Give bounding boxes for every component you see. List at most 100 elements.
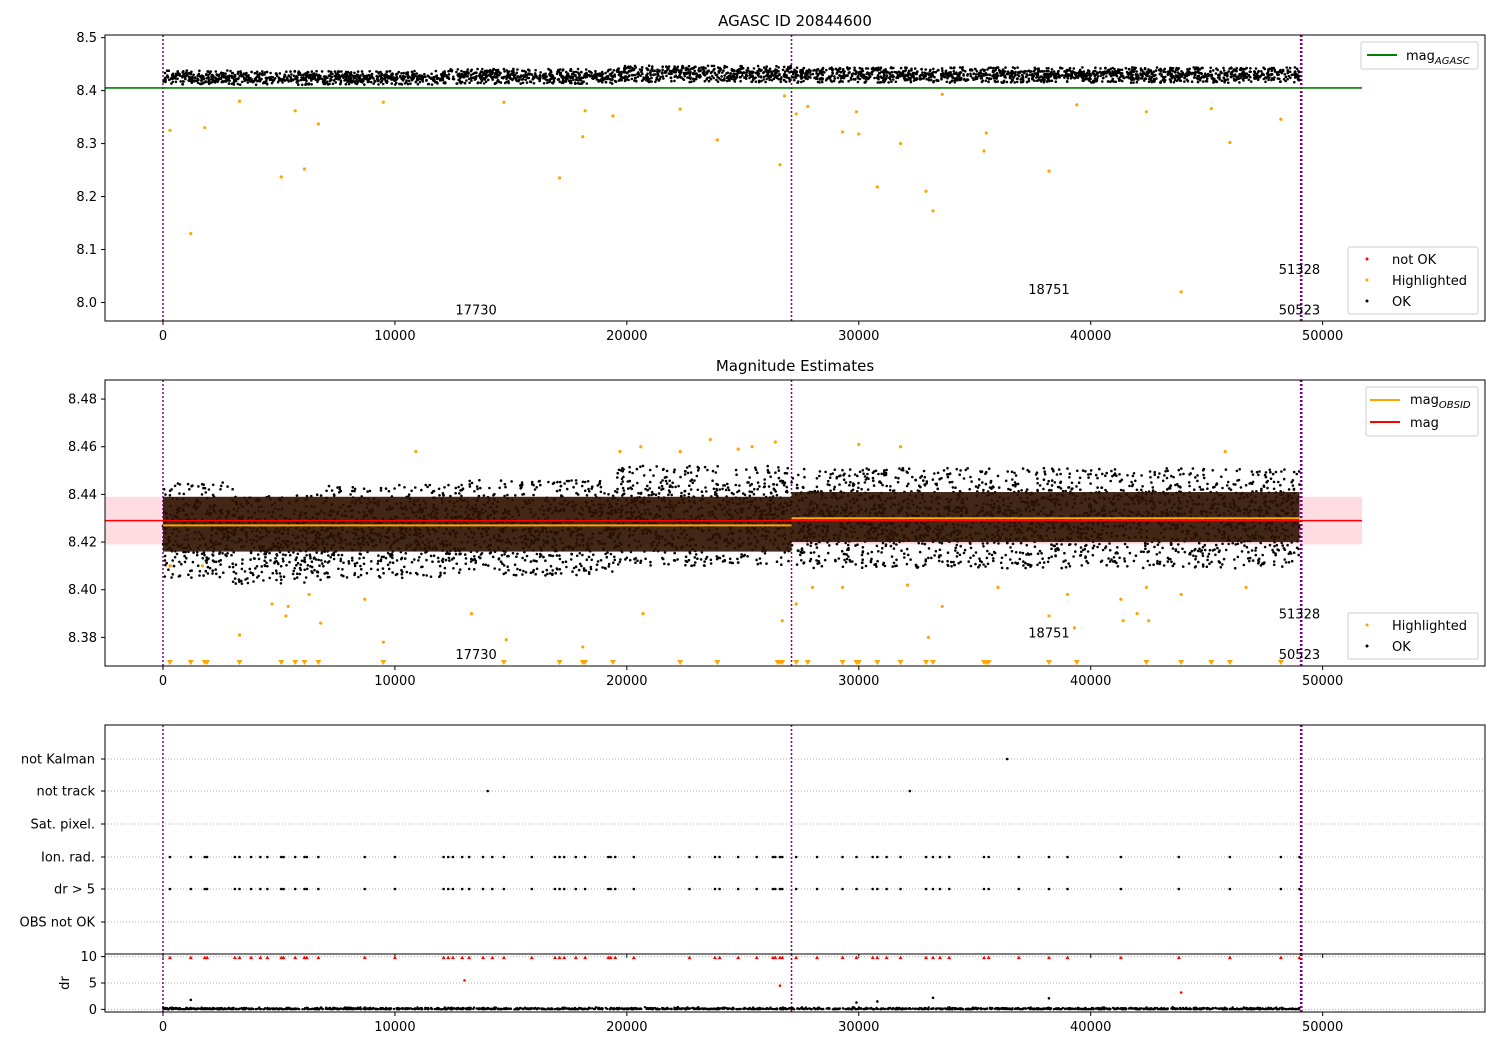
ok-point [211, 572, 214, 575]
ok-point [1297, 74, 1301, 78]
legend-not-ok-marker [1365, 257, 1369, 261]
ok-point [739, 79, 742, 83]
ok-point [859, 71, 863, 74]
ok-point [611, 75, 614, 79]
ok-point [1141, 75, 1144, 78]
ok-point [334, 77, 338, 80]
ok-point [463, 81, 467, 85]
ok-point [391, 571, 394, 574]
ok-point [279, 564, 283, 568]
ok-point [1124, 66, 1128, 70]
ok-point [524, 70, 528, 74]
ok-point [590, 558, 593, 562]
panel1-legend-points: not OK Highlighted OK [1347, 246, 1479, 315]
ok-point [1099, 67, 1102, 70]
ok-point [1194, 70, 1198, 74]
ok-point [1154, 69, 1158, 72]
ok-point [336, 71, 340, 74]
ok-point [317, 78, 320, 81]
ok-point [367, 77, 370, 81]
ok-point [355, 78, 359, 81]
ok-point [1260, 70, 1263, 73]
ok-point [434, 69, 438, 73]
ok-point [925, 77, 928, 81]
ok-point [929, 72, 932, 76]
ok-point [230, 82, 234, 86]
ok-point [288, 560, 291, 564]
ok-point [372, 77, 375, 80]
ok-point [1045, 80, 1049, 83]
ok-point [274, 72, 278, 76]
ok-point [923, 71, 927, 75]
ok-point [319, 578, 322, 582]
ok-point [505, 75, 508, 78]
ok-point [733, 80, 737, 83]
ok-point [729, 72, 733, 75]
ok-point [969, 72, 972, 76]
ok-point [439, 571, 442, 575]
ok-point [202, 483, 205, 487]
ok-point [688, 76, 691, 79]
ok-point [385, 73, 389, 77]
ok-point [470, 557, 473, 561]
ok-point [1064, 72, 1068, 75]
ok-point [197, 485, 200, 488]
ok-point [201, 82, 205, 85]
ok-point [460, 72, 464, 76]
ok-point [642, 76, 645, 79]
ok-point [400, 568, 403, 572]
ok-point [825, 77, 829, 80]
ok-point [555, 489, 559, 493]
ok-point [286, 78, 289, 81]
ok-point [1256, 71, 1260, 74]
ok-point [1159, 70, 1163, 73]
ok-point [1190, 72, 1193, 76]
ok-point [831, 68, 835, 71]
highlighted-point [1144, 110, 1148, 114]
ok-point [295, 75, 299, 79]
ok-point [1001, 68, 1005, 71]
ok-point [815, 76, 819, 79]
ok-point [703, 79, 707, 83]
ok-point [400, 572, 404, 576]
ok-point [1235, 67, 1238, 70]
ok-point [214, 568, 217, 571]
ok-point [330, 489, 334, 492]
ok-point [1114, 80, 1118, 84]
ok-point [491, 68, 495, 72]
ok-point [415, 72, 419, 75]
ok-point [460, 69, 463, 73]
ok-point [244, 578, 247, 581]
ok-point [235, 77, 238, 81]
ok-point [765, 65, 768, 68]
ok-point [231, 71, 235, 75]
ok-point [934, 70, 938, 74]
ok-point [1199, 76, 1203, 80]
ok-point [673, 65, 676, 68]
ok-point [190, 81, 194, 85]
ok-point [589, 70, 592, 74]
ok-point [420, 565, 423, 569]
ok-point [249, 551, 253, 555]
ok-point [1196, 80, 1200, 84]
ok-point [1120, 79, 1124, 83]
ok-point [641, 72, 644, 76]
ok-point [821, 73, 825, 77]
ok-point [1267, 78, 1270, 82]
ok-point [782, 65, 786, 69]
ok-point [696, 74, 699, 77]
ok-point [275, 554, 279, 557]
ok-point [640, 66, 644, 69]
ok-point [673, 75, 676, 78]
ok-point [648, 77, 651, 81]
ok-point [709, 71, 713, 75]
ok-point [163, 575, 167, 578]
ok-point [1286, 77, 1289, 81]
ok-point [456, 68, 460, 71]
obsid-label: 18751 [1028, 283, 1069, 298]
ok-point [949, 71, 952, 74]
ok-point [215, 572, 218, 576]
ok-point [966, 73, 969, 76]
ok-point [792, 76, 795, 79]
ok-point [882, 71, 886, 74]
